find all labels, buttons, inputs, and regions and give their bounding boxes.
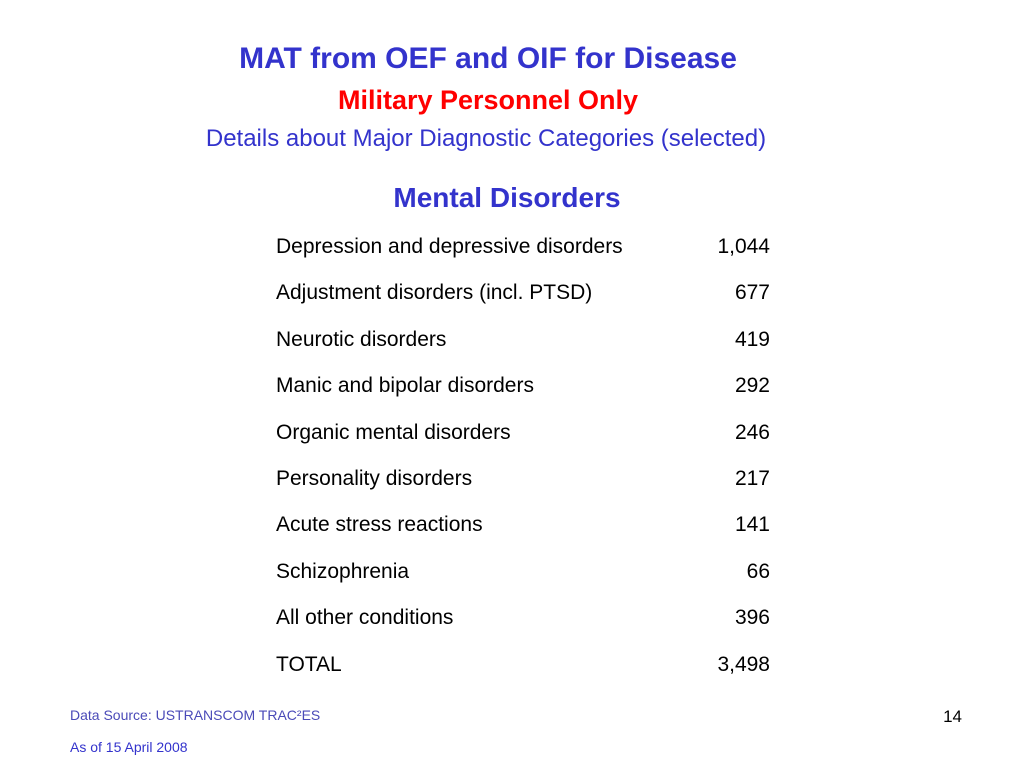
table-row: Organic mental disorders 246 [276,418,770,464]
row-label: Neurotic disorders [276,327,447,351]
disorders-table: Depression and depressive disorders 1,04… [276,232,770,696]
slide-subtitle: Military Personnel Only [337,85,639,115]
row-value: 246 [734,420,770,444]
table-row: Manic and bipolar disorders 292 [276,371,770,417]
table-row: Acute stress reactions 141 [276,510,770,556]
table-row: Adjustment disorders (incl. PTSD) 677 [276,278,770,324]
slide-title: MAT from OEF and OIF for Disease [239,42,737,75]
section-heading: Mental Disorders [393,182,621,213]
slide-details: Details about Major Diagnostic Categorie… [205,125,767,152]
row-label: TOTAL [276,652,342,676]
row-value: 217 [734,466,770,490]
row-label: Schizophrenia [276,559,410,583]
data-source-note: Data Source: USTRANSCOM TRAC²ES [70,707,321,723]
table-row: Depression and depressive disorders 1,04… [276,232,770,278]
row-value: 3,498 [717,652,770,676]
row-label: Acute stress reactions [276,513,483,537]
row-label: Manic and bipolar disorders [276,374,534,398]
table-row: All other conditions 396 [276,603,770,649]
row-label: Personality disorders [276,466,473,490]
row-value: 141 [734,513,770,537]
row-value: 292 [734,374,770,398]
table-row: Schizophrenia 66 [276,557,770,603]
page-number: 14 [943,707,962,726]
row-value: 396 [734,606,770,630]
table-row: Neurotic disorders 419 [276,325,770,371]
table-row-total: TOTAL 3,498 [276,650,770,696]
row-value: 66 [746,559,770,583]
row-label: Organic mental disorders [276,420,511,444]
row-label: Adjustment disorders (incl. PTSD) [276,281,593,305]
row-value: 677 [734,281,770,305]
table-row: Personality disorders 217 [276,464,770,510]
row-label: Depression and depressive disorders [276,235,623,258]
row-value: 419 [734,327,770,351]
row-label: All other conditions [276,606,454,630]
row-value: 1,044 [717,235,770,258]
as-of-date: As of 15 April 2008 [70,739,188,755]
